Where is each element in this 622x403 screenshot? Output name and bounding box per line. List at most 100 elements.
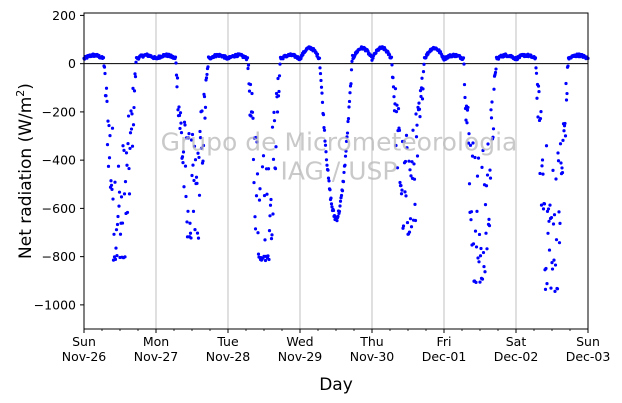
data-point	[342, 170, 346, 175]
data-point	[114, 228, 119, 232]
data-point	[125, 163, 129, 167]
data-point	[371, 56, 375, 60]
x-tick-label-date: Dec-02	[494, 349, 539, 364]
data-point	[116, 214, 120, 219]
data-point	[133, 72, 137, 76]
data-point	[554, 238, 559, 242]
data-point	[120, 221, 125, 225]
data-point	[203, 105, 208, 109]
data-point	[413, 202, 417, 206]
x-tick-label-weekday: Wed	[286, 334, 313, 349]
data-point	[266, 167, 271, 171]
y-tick-label: 200	[52, 8, 76, 23]
data-point	[116, 164, 121, 168]
data-point	[400, 188, 404, 192]
data-point	[197, 155, 201, 160]
data-point	[191, 209, 196, 213]
data-point	[123, 255, 127, 259]
data-point	[270, 233, 274, 237]
data-point	[178, 111, 183, 115]
data-point	[263, 238, 267, 242]
data-point	[479, 246, 483, 251]
data-point	[533, 56, 538, 60]
x-tick-label-date: Nov-26	[62, 349, 107, 364]
data-point	[544, 266, 548, 271]
data-point	[391, 76, 395, 80]
data-point	[250, 91, 254, 96]
data-point	[109, 179, 113, 183]
x-tick-label-date: Nov-28	[206, 349, 251, 364]
data-point	[184, 194, 188, 199]
data-point	[402, 139, 406, 143]
data-point	[245, 56, 250, 60]
data-point	[129, 127, 134, 131]
data-point	[557, 241, 562, 245]
data-point	[473, 229, 478, 233]
x-tick-label-date: Nov-27	[134, 349, 178, 364]
data-point	[395, 166, 400, 170]
data-point	[131, 86, 135, 90]
data-point	[560, 171, 565, 175]
data-point	[112, 232, 116, 236]
data-point	[421, 87, 425, 91]
data-point	[412, 177, 417, 181]
data-point	[350, 59, 354, 63]
data-point	[348, 91, 352, 95]
data-point	[175, 76, 180, 80]
data-point	[486, 142, 490, 146]
data-point	[257, 198, 262, 202]
data-point	[477, 260, 481, 264]
data-point	[492, 87, 496, 91]
data-point	[466, 105, 470, 110]
x-tick-label-date: Nov-30	[350, 349, 395, 364]
data-point	[404, 133, 409, 137]
data-point	[188, 231, 193, 235]
data-point	[566, 64, 570, 68]
data-point	[491, 127, 496, 131]
data-point	[190, 132, 195, 137]
data-point	[194, 175, 199, 179]
data-point	[329, 202, 334, 206]
data-point	[488, 168, 492, 172]
data-point	[546, 231, 550, 235]
data-point	[343, 154, 348, 158]
watermark-line-2: IAG / USP	[281, 156, 398, 185]
data-point	[468, 143, 473, 147]
data-point	[338, 204, 342, 208]
data-point	[462, 82, 467, 87]
data-point	[330, 205, 334, 209]
data-point	[268, 203, 273, 207]
data-point	[547, 219, 551, 223]
data-point	[256, 231, 260, 235]
data-point	[407, 159, 411, 163]
data-point	[246, 66, 250, 71]
data-point	[317, 56, 322, 60]
data-point	[464, 118, 468, 122]
data-point	[269, 197, 273, 202]
data-point	[397, 128, 402, 132]
data-point	[198, 136, 203, 140]
data-point	[552, 213, 557, 217]
data-point	[544, 144, 549, 148]
data-point	[481, 148, 485, 153]
data-point	[263, 258, 268, 263]
data-point	[321, 113, 326, 117]
data-point	[258, 187, 262, 191]
data-point	[403, 190, 407, 194]
data-point	[246, 63, 251, 67]
data-point	[476, 156, 481, 160]
data-point	[174, 73, 179, 77]
data-point	[550, 261, 554, 265]
data-point	[130, 112, 134, 116]
data-point	[119, 195, 124, 199]
data-point	[469, 218, 473, 222]
data-point	[322, 126, 326, 130]
data-point	[475, 209, 479, 213]
data-point	[192, 144, 197, 148]
data-point	[398, 180, 402, 185]
data-point	[122, 148, 126, 152]
data-point	[538, 116, 543, 121]
data-point	[180, 155, 185, 159]
data-point	[484, 184, 489, 188]
data-point	[193, 158, 198, 162]
